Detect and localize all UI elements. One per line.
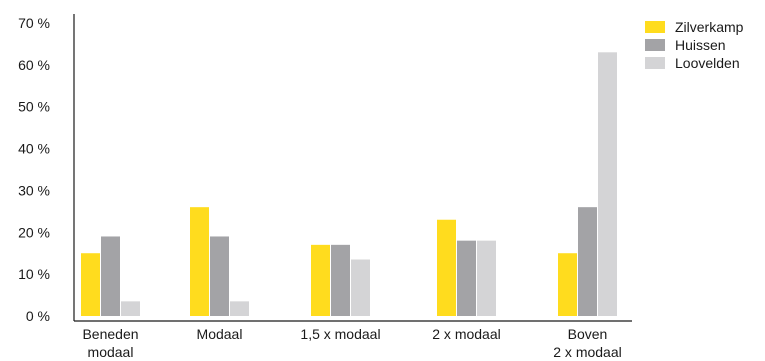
bar-loovelden-5 [598,52,617,317]
bar-zilverkamp-1 [81,253,100,316]
bar-loovelden-4 [477,240,496,316]
y-tick-label: 20 % [18,224,50,240]
y-tick-label: 50 % [18,99,50,115]
bar-loovelden-1 [121,301,140,316]
bar-huissen-1 [101,236,120,316]
y-axis-ticks: 0 % 10 % 20 % 30 % 40 % 50 % 60 % 70 % [18,15,50,324]
bar-zilverkamp-5 [558,253,577,316]
y-tick-label: 70 % [18,15,50,31]
y-tick-label: 40 % [18,141,50,157]
bar-loovelden-2 [230,301,249,316]
legend-swatch-loovelden [645,57,665,69]
legend-swatch-zilverkamp [645,21,665,33]
bar-loovelden-3 [351,259,370,316]
bar-zilverkamp-4 [437,219,456,316]
x-axis-labels: Beneden modaal Modaal 1,5 x modaal 2 x modaa… [82,326,621,360]
legend-label-loovelden: Loovelden [675,55,740,71]
bar-huissen-3 [331,244,350,316]
x-category-label: Beneden [82,326,138,342]
x-category-label: modaal [88,344,134,360]
legend-label-huissen: Huissen [675,37,726,53]
y-tick-label: 60 % [18,57,50,73]
x-category-label: Modaal [197,326,243,342]
x-category-label: 2 x modaal [432,326,500,342]
legend-label-zilverkamp: Zilverkamp [675,19,744,35]
bar-zilverkamp-2 [190,207,209,316]
x-category-label: Boven [568,326,608,342]
x-category-label: 1,5 x modaal [300,326,380,342]
y-tick-label: 10 % [18,266,50,282]
bars [81,52,617,317]
x-category-label: 2 x modaal [553,344,621,360]
bar-huissen-5 [578,207,597,316]
bar-zilverkamp-3 [311,244,330,316]
y-tick-label: 0 % [26,308,50,324]
bar-huissen-4 [457,240,476,316]
legend: Zilverkamp Huissen Loovelden [645,19,744,71]
y-tick-label: 30 % [18,182,50,198]
legend-swatch-huissen [645,39,665,51]
bar-huissen-2 [210,236,229,316]
